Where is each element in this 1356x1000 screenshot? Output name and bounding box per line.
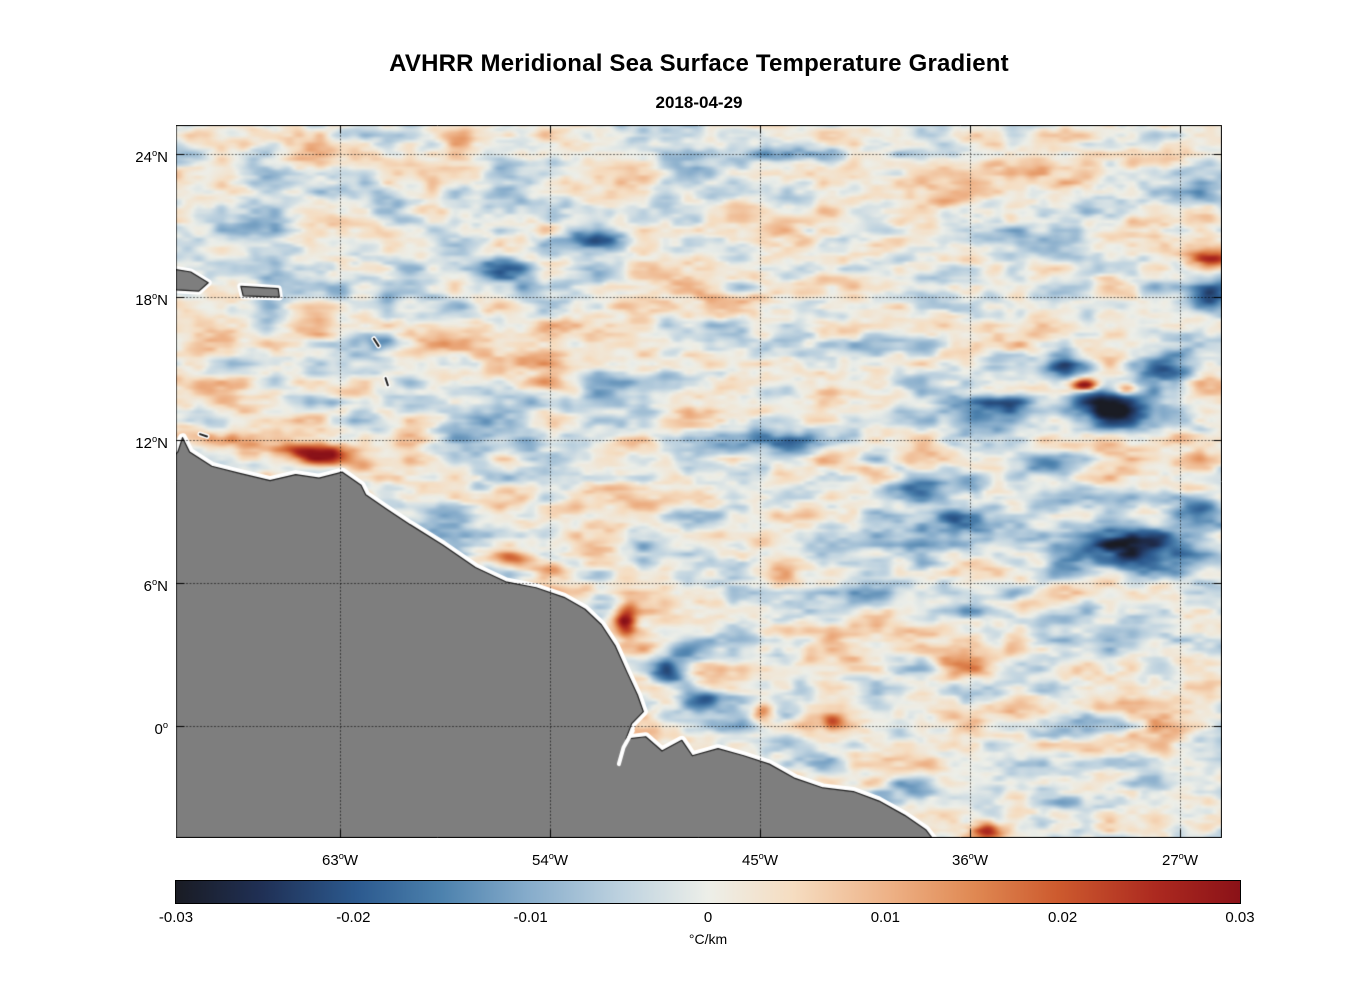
chart-title: AVHRR Meridional Sea Surface Temperature… (389, 50, 1009, 77)
y-tick-label: 12oN (135, 434, 168, 453)
colorbar-tick-label: 0.02 (1048, 909, 1078, 926)
colorbar-tick-label: 0.01 (870, 909, 900, 926)
colorbar-tick-label: 0.03 (1225, 909, 1255, 926)
y-tick-label: 0o (154, 719, 168, 738)
sst-gradient-map-canvas (176, 125, 1222, 838)
colorbar-unit-label: °C/km (688, 931, 728, 947)
x-tick-label: 27oW (1161, 851, 1199, 869)
colorbar-tick-label: -0.03 (158, 909, 194, 926)
colorbar-tick-label: -0.01 (513, 909, 548, 926)
y-tick-label: 24oN (135, 148, 168, 167)
x-tick-label: 45oW (741, 851, 779, 869)
chart-date-subtitle: 2018-04-29 (655, 93, 743, 112)
map-plot-area (176, 125, 1222, 838)
colorbar (175, 880, 1241, 904)
colorbar-tick-label: -0.02 (336, 909, 371, 926)
x-tick-label: 63oW (322, 851, 359, 869)
colorbar-tick-label: 0 (703, 909, 713, 926)
x-tick-label: 36oW (951, 851, 989, 869)
x-tick-label: 54oW (532, 851, 569, 869)
colorbar-gradient-canvas (176, 881, 1240, 903)
y-tick-label: 18oN (135, 291, 168, 310)
y-tick-label: 6oN (143, 577, 168, 596)
